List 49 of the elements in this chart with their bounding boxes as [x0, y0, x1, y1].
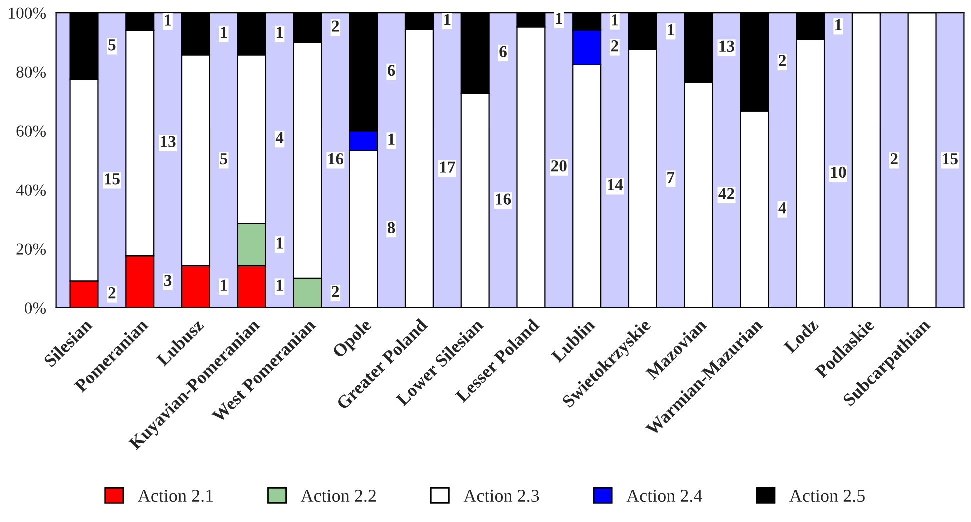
annotation: 1	[276, 27, 284, 38]
annotation: 1	[276, 238, 284, 249]
annotation: 8	[388, 222, 396, 234]
annotation: 13	[161, 136, 176, 148]
annotation: 2	[332, 20, 340, 32]
annotation: 16	[496, 194, 512, 205]
annotation: 1	[388, 134, 395, 145]
annotation: 2	[108, 288, 116, 299]
annotation: 5	[220, 154, 228, 165]
legend-label: Action 2.5	[790, 490, 865, 502]
legend-label: Action 2.2	[300, 490, 376, 502]
annotation: 42	[718, 188, 734, 200]
annotation: 1	[668, 24, 674, 36]
annotation: 1	[444, 14, 451, 26]
annotation: 15	[943, 154, 958, 165]
annotation: 2	[779, 55, 786, 66]
legend-label: Action 2.3	[464, 490, 540, 502]
annotation: 13	[720, 40, 735, 52]
y-tick-label: 80%	[16, 66, 46, 78]
annotation: 4	[778, 202, 786, 214]
legend-label: Action 2.4	[626, 490, 702, 502]
annotation: 2	[612, 40, 618, 52]
annotation: 16	[328, 153, 344, 165]
annotation: 3	[164, 275, 172, 286]
annotation: 6	[388, 65, 396, 76]
y-tick-label: 0%	[25, 302, 46, 314]
legend-label: Action 2.1	[138, 490, 213, 502]
y-tick-label: 100%	[9, 8, 46, 20]
annotation: 17	[440, 162, 456, 173]
annotation: 15	[105, 174, 120, 185]
y-tick-label: 40%	[16, 184, 46, 196]
annotation: 6	[500, 46, 507, 58]
annotation: 7	[668, 172, 675, 183]
annotation: 20	[552, 160, 567, 172]
annotation: 2	[890, 153, 898, 165]
annotation: 14	[608, 179, 624, 190]
y-tick-label: 60%	[16, 126, 46, 138]
annotation: 5	[108, 40, 116, 51]
annotation: 1	[276, 280, 284, 291]
annotation: 10	[832, 166, 846, 178]
annotation: 4	[276, 132, 284, 144]
annotation: 1	[836, 19, 842, 30]
y-tick-label: 20%	[16, 244, 46, 255]
annotation: 2	[332, 286, 340, 298]
annotation: 1	[165, 14, 172, 26]
annotation: 1	[221, 280, 228, 291]
annotation: 1	[221, 27, 228, 38]
annotation: 1	[556, 13, 562, 24]
annotation: 1	[612, 14, 618, 26]
